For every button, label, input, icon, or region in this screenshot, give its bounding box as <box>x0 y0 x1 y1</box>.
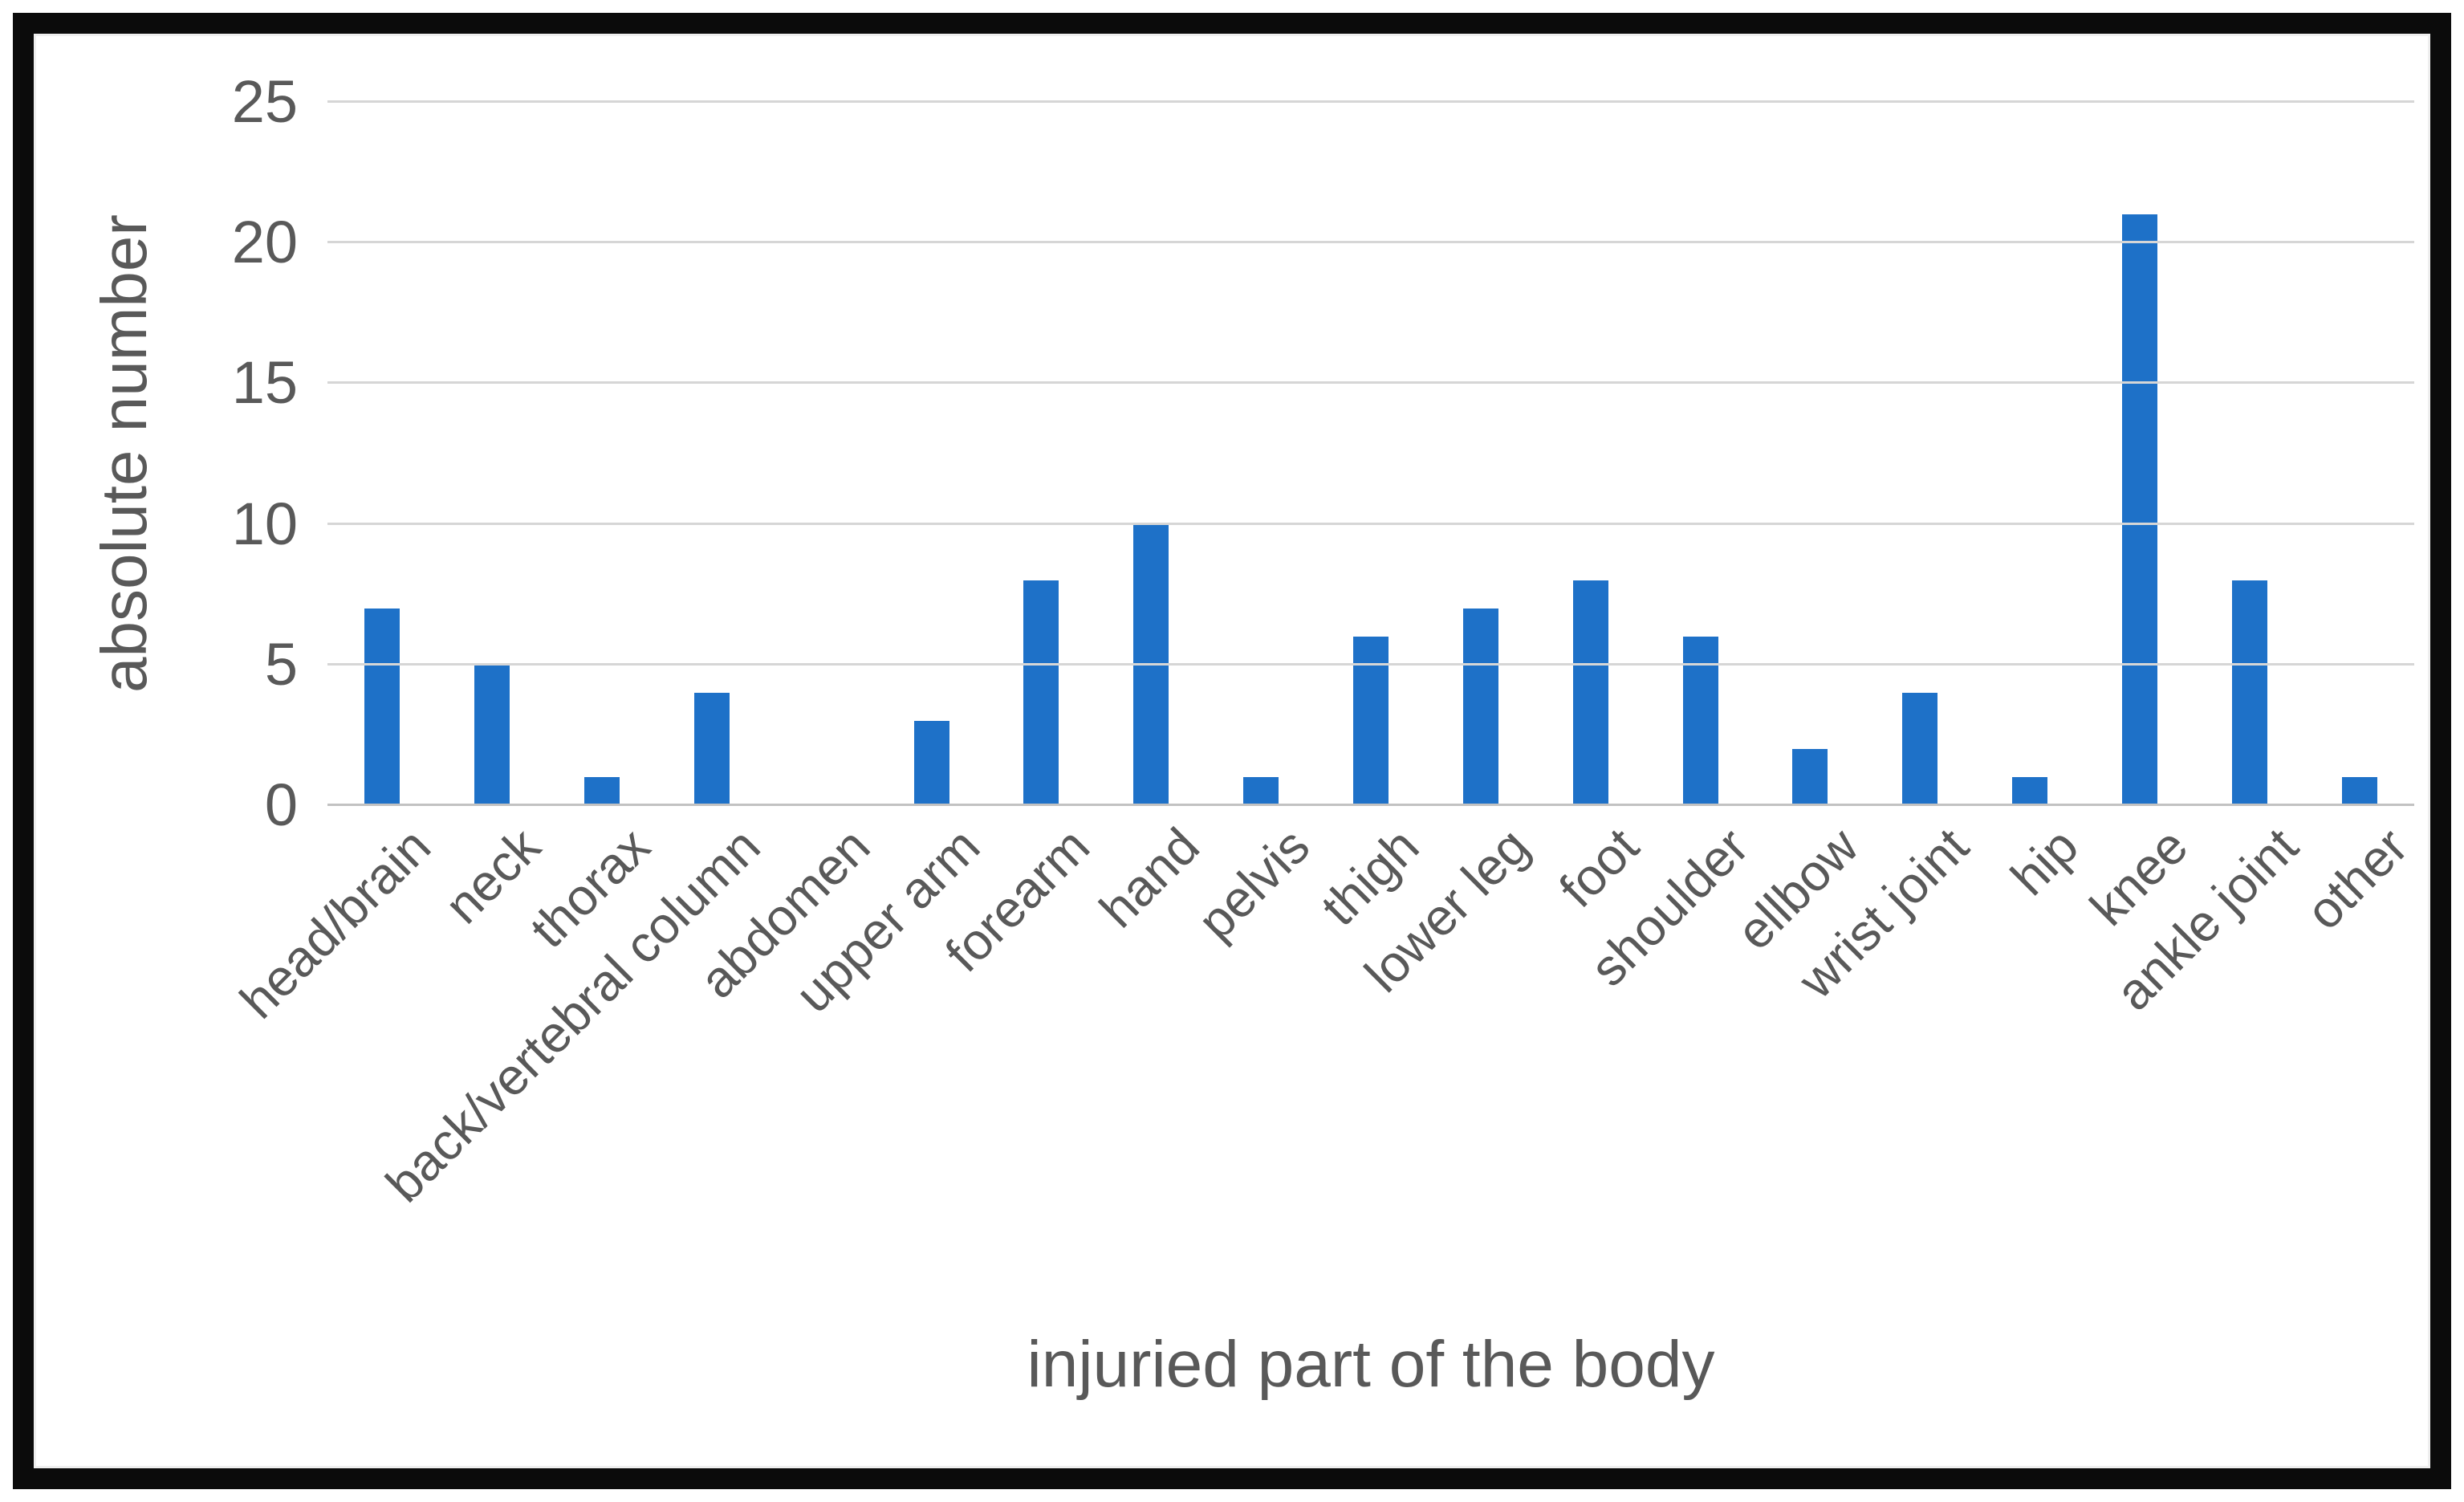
gridline-25 <box>327 100 2414 103</box>
category-cell-ellbow: ellbow <box>1726 102 1869 961</box>
bar-ankle-joint <box>2231 580 2267 805</box>
category-cell-lower-leg: lower leg <box>1353 102 1539 1003</box>
figure-border: absolute number head/brain neck thorax back… <box>13 13 2451 1489</box>
bar-shoulder <box>1682 636 1718 805</box>
plot-area: head/brain neck thorax back/vertebral colum… <box>229 100 2418 1213</box>
category-cell-back-vertebral-column: back/vertebral column <box>375 102 771 1213</box>
category-cell-ankle-joint: ankle joint <box>2104 102 2308 1021</box>
y-tick-label-20: 20 <box>231 209 298 276</box>
chart-canvas: absolute number head/brain neck thorax back… <box>34 34 2430 1468</box>
category-cell-shoulder: shoulder <box>1580 102 1759 997</box>
x-tick-label-pelvis: pelvis <box>1186 816 1320 951</box>
category-cell-knee: knee <box>2079 102 2198 937</box>
bar-hip <box>2012 776 2048 805</box>
x-axis-title: injuried part of the body <box>1027 1328 1715 1401</box>
bar-ellbow <box>1792 748 1828 805</box>
bar-other <box>2341 776 2377 805</box>
bar-knee <box>2121 214 2157 805</box>
gridline-20 <box>327 241 2414 244</box>
category-cell-forearm: forearm <box>934 102 1100 983</box>
bar-wrist-joint <box>1902 692 1938 805</box>
y-tick-label-0: 0 <box>264 771 298 838</box>
gridline-15 <box>327 381 2414 385</box>
x-tick-label-other: other <box>2295 816 2419 941</box>
bar-pelvis <box>1243 776 1279 805</box>
y-tick-label-15: 15 <box>231 349 298 417</box>
category-cell-neck: neck <box>433 102 551 934</box>
bar-forearm <box>1023 580 1059 805</box>
y-tick-label-25: 25 <box>231 68 298 135</box>
y-tick-label-5: 5 <box>264 630 298 698</box>
category-cell-thorax: thorax <box>519 102 661 959</box>
bar-head-brain <box>364 608 401 805</box>
category-cell-foot: foot <box>1535 102 1649 918</box>
y-axis-title: absolute number <box>76 102 173 805</box>
category-cell-other: other <box>2295 102 2418 941</box>
category-cell-upper-arm: upper arm <box>784 102 990 1024</box>
category-cell-abdomen: abdomen <box>689 102 881 1010</box>
x-tick-label-head-brain: head/brain <box>229 816 441 1030</box>
bar-lower-leg <box>1462 608 1498 805</box>
bar-back-vertebral-column <box>693 692 730 805</box>
category-cell-hip: hip <box>1975 102 2089 906</box>
bar-upper-arm <box>913 720 949 805</box>
gridline-5 <box>327 662 2414 666</box>
category-cell-pelvis: pelvis <box>1186 102 1320 950</box>
bars-row: head/brain neck thorax back/vertebral colum… <box>229 102 2418 1213</box>
category-cell-head-brain: head/brain <box>229 102 441 1029</box>
gridline-0 <box>327 804 2414 806</box>
y-tick-label-10: 10 <box>231 490 298 557</box>
category-cell-hand: hand <box>1088 102 1210 938</box>
bar-neck <box>474 664 510 805</box>
bar-thorax <box>584 776 620 805</box>
bar-thigh <box>1353 636 1389 805</box>
category-cell-thigh: thigh <box>1310 102 1430 937</box>
gridline-10 <box>327 522 2414 525</box>
category-cell-wrist-joint: wrist joint <box>1787 102 1979 1009</box>
bar-foot <box>1572 580 1608 805</box>
y-axis-title-text: absolute number <box>88 214 160 693</box>
x-tick-label-hand: hand <box>1088 816 1210 939</box>
x-tick-label-hip: hip <box>1999 816 2089 906</box>
